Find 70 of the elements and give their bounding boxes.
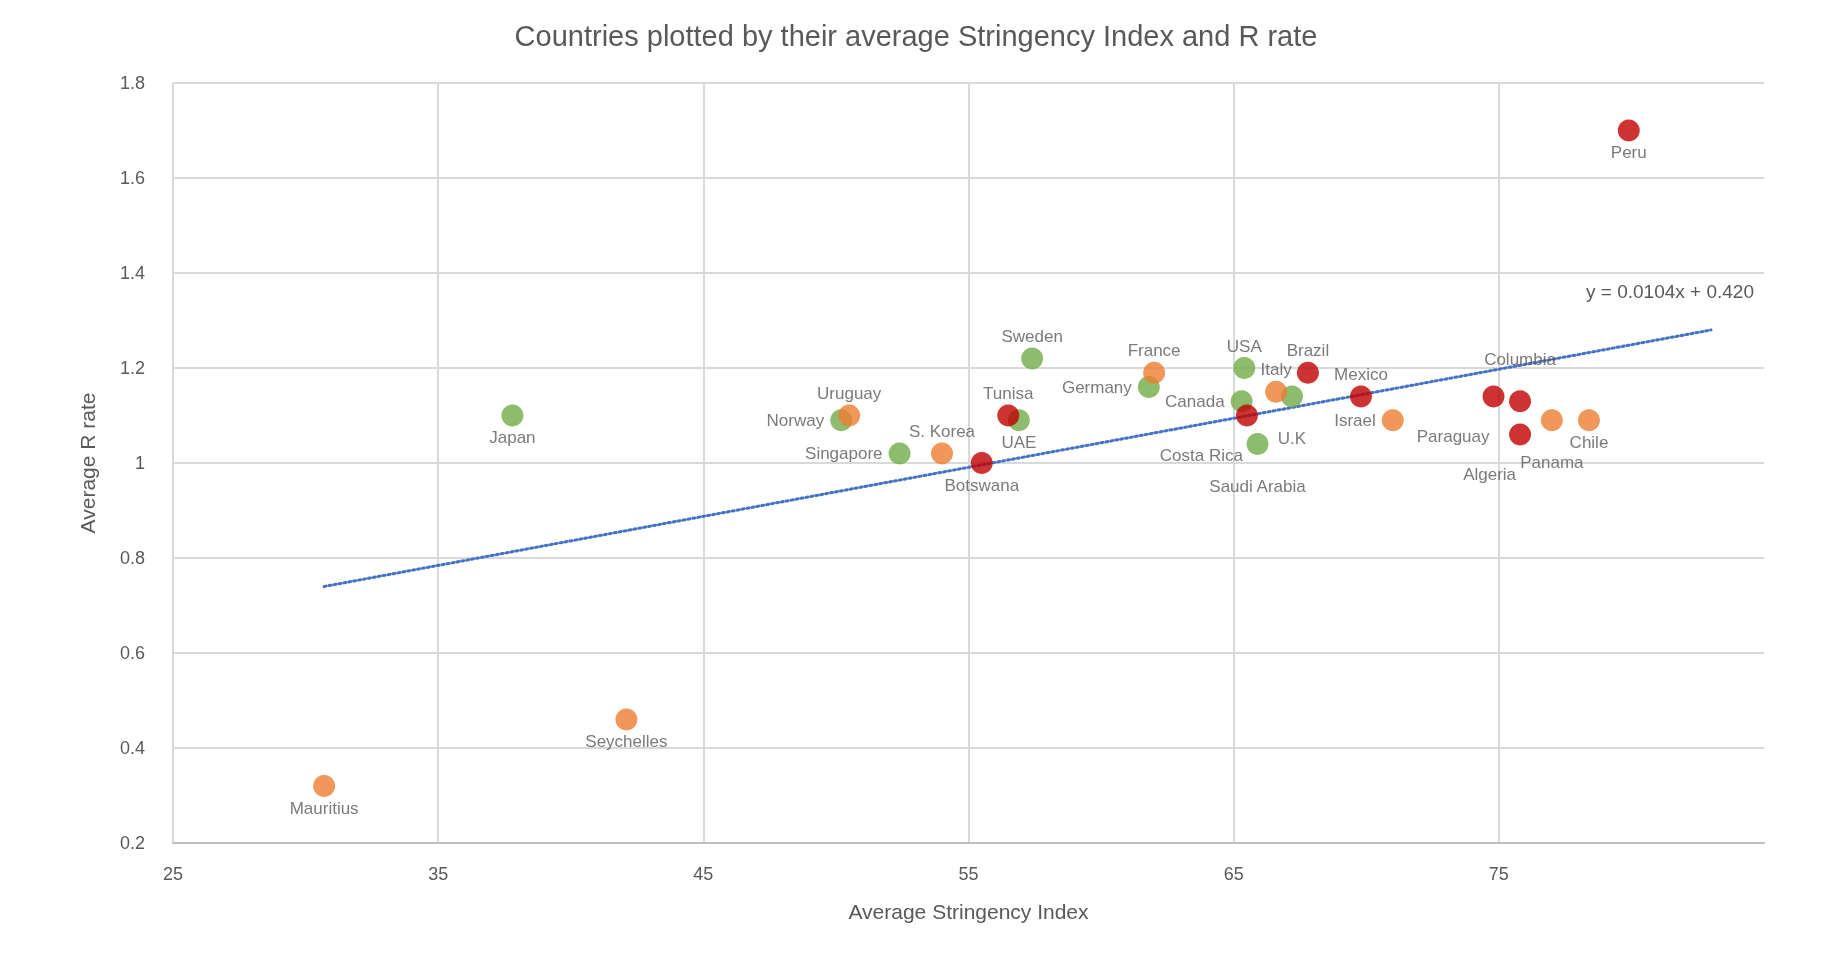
chart-title: Countries plotted by their average Stringency Index and R rate <box>514 19 1318 52</box>
y-tick-label: 1.8 <box>119 73 145 93</box>
data-label: Israel <box>1334 410 1376 430</box>
data-label: France <box>1127 341 1181 361</box>
point <box>1235 404 1258 427</box>
point <box>970 452 993 474</box>
data-label: Germany <box>1061 377 1133 397</box>
y-tick-label: 1.2 <box>119 358 145 378</box>
point <box>313 775 336 797</box>
point <box>501 404 524 427</box>
x-tick-label: 75 <box>1488 864 1509 884</box>
y-axis-title: Average R rate <box>76 392 99 534</box>
x-tick-label: 65 <box>1223 864 1244 884</box>
y-tick-label: 0.6 <box>119 643 145 663</box>
point <box>931 442 953 465</box>
point <box>1578 409 1600 432</box>
y-tick-label: 1 <box>134 453 145 473</box>
y-tick-label: 1.4 <box>119 263 145 283</box>
annotation: y = 0.0104x + 0.420 <box>1586 281 1754 302</box>
data-label: U.K <box>1277 429 1307 448</box>
data-label: Botswana <box>944 475 1020 495</box>
data-label: Saudi Arabia <box>1209 476 1307 496</box>
data-label: Norway <box>766 410 825 430</box>
data-label: Japan <box>489 428 536 447</box>
x-tick-label: 55 <box>958 864 979 884</box>
data-label: Mauritius <box>289 798 359 818</box>
point <box>1509 390 1532 413</box>
data-label: Canada <box>1165 391 1226 411</box>
point <box>1233 357 1256 379</box>
y-tick-label: 0.4 <box>119 738 145 758</box>
point <box>1143 361 1166 384</box>
point <box>1349 385 1372 408</box>
point <box>1381 409 1404 432</box>
y-tick-label: 0.2 <box>119 833 145 853</box>
point <box>1509 423 1532 446</box>
point <box>1246 433 1269 455</box>
data-label: Paraguay <box>1416 427 1491 446</box>
x-tick-label: 25 <box>162 864 184 884</box>
x-tick-label: 35 <box>428 864 449 884</box>
point <box>1540 409 1563 432</box>
data-label: Tunisa <box>983 384 1035 403</box>
data-label: Brazil <box>1286 341 1330 361</box>
point <box>1617 119 1640 142</box>
data-label: Columbia <box>1484 349 1557 369</box>
y-tick-label: 1.6 <box>119 168 145 188</box>
x-axis-title: Average Stringency Index <box>848 900 1090 923</box>
data-label: Mexico <box>1334 365 1388 384</box>
data-label: Singapore <box>805 444 883 463</box>
point <box>1265 380 1288 403</box>
point <box>1021 347 1044 370</box>
y-tick-label: 0.8 <box>119 548 145 568</box>
point <box>1482 385 1505 408</box>
data-label: UAE <box>1001 432 1037 452</box>
point <box>997 404 1020 427</box>
data-label: USA <box>1226 336 1263 356</box>
data-label: Chile <box>1569 432 1609 452</box>
point <box>888 442 911 465</box>
point <box>838 404 861 427</box>
data-label: Algeria <box>1463 465 1517 484</box>
point <box>1296 361 1319 384</box>
data-label: Sweden <box>1001 327 1063 346</box>
data-label: Uruguay <box>817 384 882 403</box>
point <box>615 708 638 731</box>
data-label: Costa Rica <box>1159 446 1244 465</box>
data-label: Panama <box>1520 452 1585 472</box>
data-label: Italy <box>1260 360 1293 380</box>
data-label: Peru <box>1610 143 1647 162</box>
data-label: S. Korea <box>908 422 976 441</box>
data-label: Seychelles <box>585 732 668 751</box>
x-tick-label: 45 <box>693 864 714 884</box>
